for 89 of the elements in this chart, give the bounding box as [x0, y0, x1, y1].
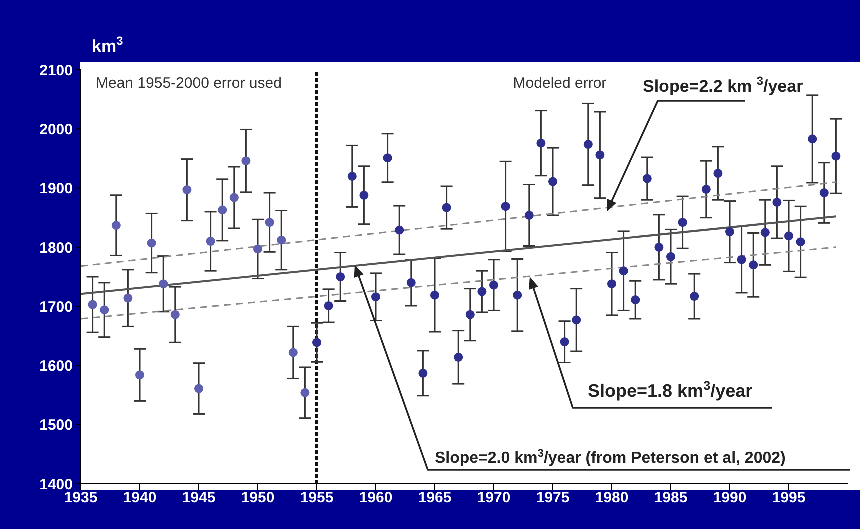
- point: [324, 301, 334, 310]
- point: [230, 193, 239, 202]
- y-tick-label: 1700: [40, 298, 73, 316]
- point: [336, 272, 346, 282]
- point: [737, 255, 746, 264]
- point: [478, 287, 487, 296]
- point: [206, 237, 216, 246]
- annotation: Slope=2.2 km $^{3}$/year: [643, 74, 804, 96]
- x-tick-label: 1945: [182, 490, 216, 507]
- point: [218, 206, 228, 215]
- point: [524, 210, 534, 220]
- point: [501, 202, 510, 212]
- point: [489, 280, 499, 290]
- y-tick-label: 2000: [40, 121, 73, 138]
- point: [666, 252, 676, 262]
- point: [442, 203, 452, 212]
- x-tick-label: 1960: [359, 490, 393, 507]
- point: [631, 296, 640, 305]
- x-tick-label: 1950: [241, 490, 275, 507]
- point: [88, 300, 98, 310]
- point: [560, 338, 570, 347]
- point: [288, 348, 298, 358]
- point: [360, 190, 369, 200]
- point: [714, 168, 723, 178]
- x-tick-label: 1980: [595, 490, 629, 507]
- point: [784, 232, 794, 241]
- point: [607, 280, 617, 289]
- point: [832, 152, 841, 161]
- point: [170, 310, 180, 320]
- point: [135, 370, 145, 380]
- point: [678, 218, 688, 228]
- point: [147, 238, 156, 248]
- point: [406, 278, 416, 288]
- point: [548, 177, 558, 186]
- point: [242, 156, 251, 166]
- point: [466, 310, 475, 320]
- point: [619, 266, 628, 276]
- point: [124, 294, 133, 303]
- point: [265, 218, 274, 228]
- annotation: Modeled error: [513, 75, 607, 92]
- point: [159, 280, 168, 289]
- y-tick-label: 1800: [40, 240, 73, 257]
- point: [749, 260, 758, 270]
- point: [454, 352, 464, 362]
- point: [820, 188, 829, 198]
- point: [348, 172, 357, 181]
- point: [808, 134, 818, 144]
- point: [312, 338, 322, 348]
- point: [182, 186, 192, 195]
- point: [772, 198, 782, 207]
- point: [100, 306, 110, 315]
- x-tick-label: 1970: [477, 490, 511, 507]
- annotation: Slope=1.8 km$^{3}$/year: [588, 379, 753, 401]
- annotation: Slope=2.0 km$^{3}$/year (from Peterson et al, 2002): [435, 448, 786, 467]
- point: [395, 226, 404, 235]
- y-tick-label: 2100: [40, 62, 73, 80]
- annotation: Mean 1955-2000 error used: [96, 75, 282, 92]
- y-axis-title: km$^{3}$: [92, 34, 124, 56]
- point: [300, 388, 310, 398]
- point: [654, 242, 664, 252]
- x-tick-label: 1990: [713, 490, 747, 507]
- point: [760, 228, 770, 238]
- point: [513, 290, 522, 300]
- x-tick-label: 1965: [418, 490, 452, 507]
- point: [642, 174, 652, 184]
- point: [690, 292, 700, 302]
- y-tick-label: 1500: [40, 417, 73, 434]
- y-tick-label: 1900: [40, 180, 73, 198]
- point: [725, 228, 735, 237]
- x-tick-label: 1955: [300, 490, 334, 507]
- x-tick-label: 1940: [123, 490, 157, 507]
- point: [194, 384, 204, 394]
- point: [371, 292, 381, 302]
- x-tick-label: 1995: [772, 490, 806, 507]
- point: [383, 154, 392, 163]
- y-tick-label: 1600: [40, 358, 73, 376]
- point: [702, 184, 711, 194]
- point: [430, 290, 440, 300]
- point: [253, 244, 263, 254]
- x-tick-label: 1985: [654, 490, 688, 507]
- point: [112, 221, 121, 230]
- point: [584, 140, 593, 150]
- point: [536, 138, 546, 148]
- x-tick-label: 1975: [536, 490, 570, 507]
- point: [572, 316, 582, 325]
- point: [277, 236, 286, 245]
- point: [796, 238, 806, 247]
- point: [596, 150, 605, 160]
- point: [418, 368, 428, 378]
